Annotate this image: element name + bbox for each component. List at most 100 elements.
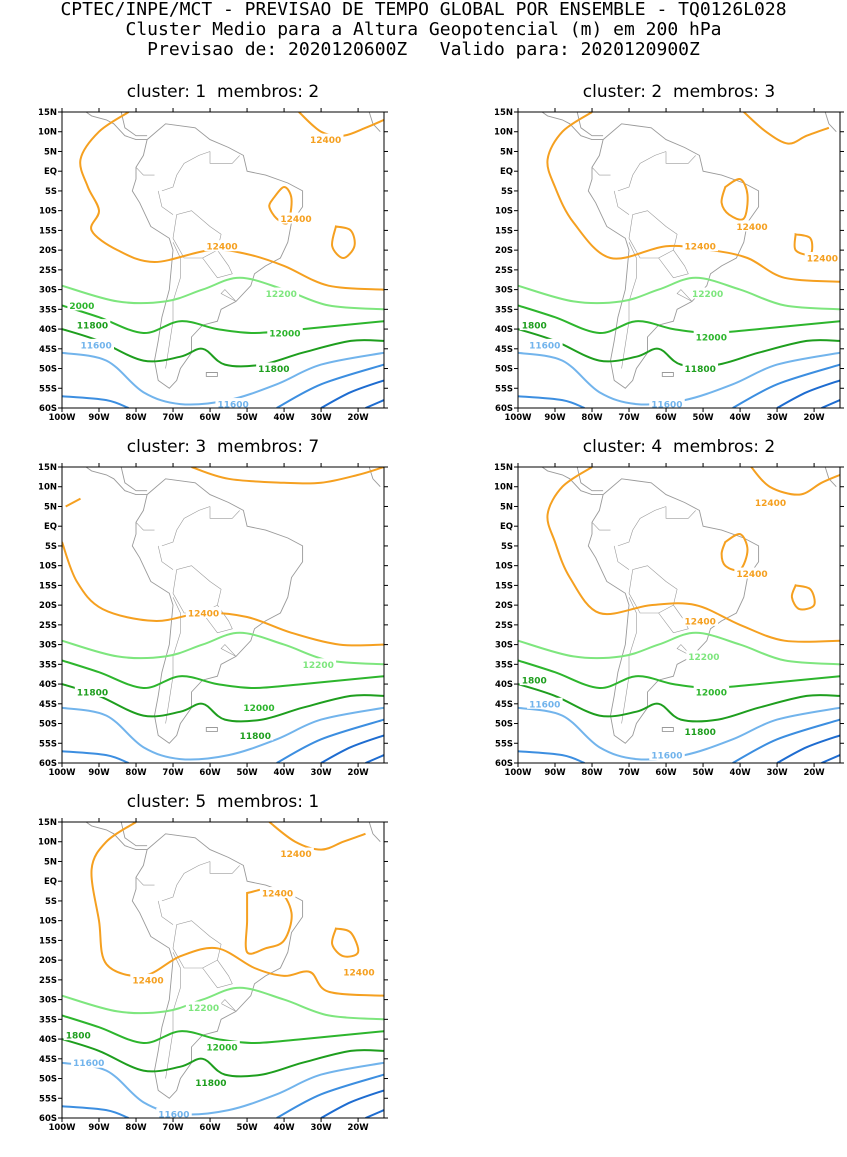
country-border — [591, 167, 611, 176]
contour-line — [546, 467, 840, 643]
country-border — [613, 190, 630, 215]
lat-tick-label: 30S — [495, 641, 513, 651]
contour-label: 1800 — [66, 1032, 91, 1042]
contour-label: 11600 — [651, 752, 682, 762]
contour-line — [518, 304, 840, 335]
lat-tick-label: 5S — [45, 187, 57, 197]
country-border — [161, 151, 211, 192]
lon-tick-label: 20W — [347, 413, 369, 423]
contour-line — [62, 986, 384, 1021]
contour-label: 12400 — [736, 223, 767, 233]
contour-label: 12400 — [262, 890, 293, 900]
contour-line — [191, 467, 384, 485]
contour-label: 12400 — [685, 243, 716, 253]
contour-label: 11800 — [77, 688, 108, 698]
island-outline — [574, 435, 611, 447]
island-outline — [118, 80, 155, 92]
contour-label-bg — [241, 701, 277, 713]
contour-line — [62, 750, 129, 763]
coastline — [575, 112, 604, 137]
lat-tick-label: 5N — [500, 147, 513, 157]
country-border — [621, 242, 637, 369]
lat-tick-label: 35S — [39, 305, 57, 315]
contour-label-bg — [278, 847, 314, 859]
lat-tick-label: 60S — [495, 759, 513, 769]
country-border — [591, 522, 611, 531]
contour-line — [518, 750, 585, 763]
contour-label-bg — [307, 133, 344, 145]
contour-label-bg — [78, 338, 115, 350]
lat-tick-label: 45S — [495, 345, 513, 355]
lon-tick-label: 30W — [310, 768, 332, 778]
contour-line — [518, 395, 585, 408]
cluster-panel-3: cluster: 3 membros: 7 12400 12200 11800 1200… — [20, 437, 402, 783]
lat-tick-label: 15S — [39, 226, 57, 236]
contour-label-bg — [527, 338, 563, 350]
lon-tick-label: 90W — [88, 413, 110, 423]
country-border — [658, 604, 689, 634]
contour-line — [720, 178, 749, 221]
lon-tick-label: 80W — [125, 1123, 147, 1133]
panel-title: cluster: 4 membros: 2 — [582, 437, 776, 457]
lon-tick-label: 90W — [88, 768, 110, 778]
contour-label: 11600 — [529, 700, 560, 710]
contour-label-bg — [519, 674, 549, 686]
contour-label-bg — [682, 240, 719, 252]
contour-label-bg — [259, 887, 296, 899]
contour-map: 12400 12400 12400 12400 12200 1800 12000 11600 1… — [38, 818, 388, 1133]
country-border — [172, 210, 222, 259]
lon-tick-label: 20W — [803, 768, 825, 778]
lat-tick-label: 45S — [39, 700, 57, 710]
lat-tick-label: 30S — [39, 641, 57, 651]
coastline — [131, 123, 304, 389]
contour-label: 12000 — [269, 330, 300, 340]
contour-label-bg — [682, 362, 719, 374]
lat-tick-label: 35S — [39, 1015, 57, 1025]
lat-tick-label: 25S — [39, 266, 57, 276]
contour-line — [776, 734, 840, 763]
lon-tick-label: 80W — [581, 768, 603, 778]
lat-tick-label: 45S — [39, 1055, 57, 1065]
header-subtitle: Cluster Medio para a Altura Geopotencial… — [125, 19, 722, 40]
contour-line — [320, 734, 384, 763]
contour-line — [518, 683, 840, 723]
lon-tick-label: 90W — [544, 768, 566, 778]
contour-line — [79, 112, 384, 291]
contour-line — [365, 754, 384, 763]
lon-tick-label: 40W — [273, 413, 295, 423]
lat-tick-label: 10S — [39, 917, 57, 927]
lat-tick-label: 20S — [39, 601, 57, 611]
lat-tick-label: 15N — [38, 818, 57, 828]
country-border — [209, 861, 240, 874]
coastline — [119, 467, 148, 492]
lon-tick-label: 70W — [618, 768, 640, 778]
lat-tick-label: 35S — [495, 660, 513, 670]
lon-tick-label: 60W — [199, 413, 221, 423]
contour-label-bg — [71, 1056, 107, 1068]
contour-line — [65, 497, 81, 508]
lat-tick-label: 15N — [494, 108, 513, 118]
coastline — [587, 478, 760, 744]
contour-map: 12400 12400 12400 12200 1800 12000 11600 11800 1… — [494, 108, 844, 423]
lon-tick-label: 50W — [692, 768, 714, 778]
contour-line — [62, 395, 129, 408]
lat-tick-label: EQ — [500, 522, 513, 532]
contour-label-bg — [193, 1076, 229, 1088]
lon-tick-label: 20W — [803, 413, 825, 423]
contour-line — [821, 754, 840, 763]
lon-tick-label: 30W — [766, 768, 788, 778]
contour-label-bg — [63, 1029, 93, 1041]
contour-label-bg — [130, 973, 166, 985]
map-frame — [61, 466, 385, 764]
contour-line — [720, 533, 749, 572]
contour-line — [790, 584, 816, 611]
lat-tick-label: 15N — [494, 463, 513, 473]
lat-tick-label: 15S — [39, 936, 57, 946]
country-border — [202, 604, 233, 634]
contour-label-bg — [734, 567, 770, 579]
contour-label-bg — [693, 330, 730, 342]
lon-tick-label: 50W — [236, 768, 258, 778]
map-frame — [517, 111, 841, 409]
country-border — [161, 861, 211, 902]
country-border — [165, 952, 181, 1079]
